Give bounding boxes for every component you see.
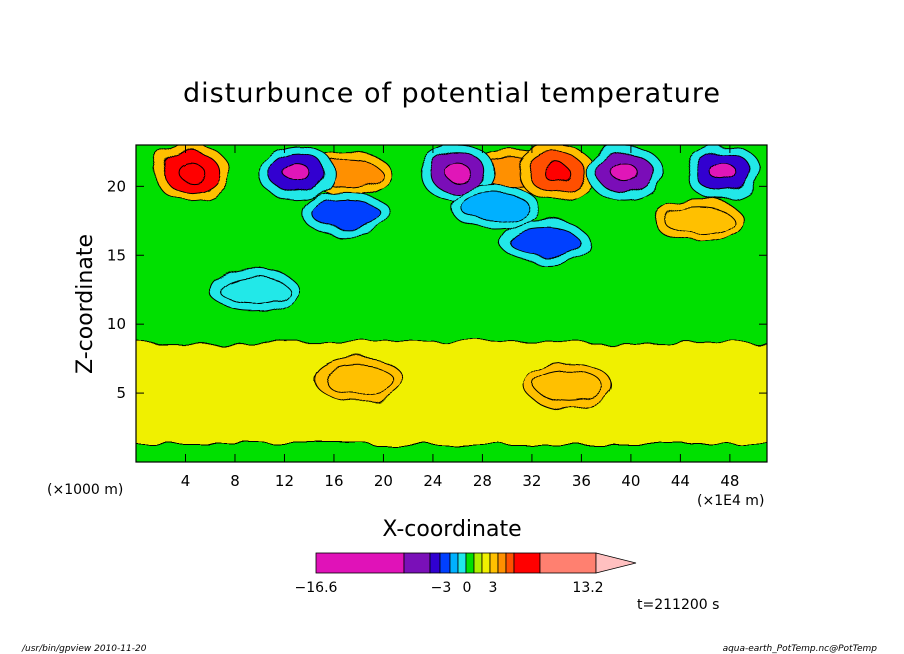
contour-feature: [419, 145, 497, 202]
colorbar-segment: [481, 552, 491, 574]
colorbar: [315, 552, 637, 574]
field-blob-peak: [611, 163, 638, 183]
plot-frame: [135, 144, 768, 463]
y-axis-unit: (×1000 m): [47, 482, 123, 498]
contour-feature: [314, 356, 404, 402]
contour-feature: [524, 363, 614, 409]
field-blob-peak: [710, 163, 737, 183]
contour-feature: [654, 198, 744, 244]
contour-feature: [450, 184, 540, 230]
colorbar-segment: [473, 552, 483, 574]
colorbar-segment: [539, 552, 597, 574]
field-blob-core: [324, 364, 394, 394]
x-tick-label: 16: [324, 472, 343, 490]
x-tick-label: 20: [374, 472, 393, 490]
colorbar-tick-label: 13.2: [572, 580, 603, 596]
y-axis-label: Z-coordinate: [73, 234, 98, 374]
y-tick-label: 20: [107, 177, 126, 195]
colorbar-segment: [457, 552, 467, 574]
x-tick-label: 36: [572, 472, 591, 490]
y-tick-label: 5: [116, 384, 126, 402]
x-axis: 4 8 12 16 20 24 28 32 36 40 44 48: [181, 145, 739, 490]
x-tick-label: 24: [423, 472, 442, 490]
time-label: t=211200 s: [637, 597, 719, 613]
contour-feature: [301, 191, 391, 237]
field-blob-peak: [178, 163, 205, 183]
contour-feature: [586, 145, 664, 202]
y-axis: 5 10 15 20: [107, 177, 767, 402]
field-blob-core: [534, 371, 604, 401]
colorbar-ticks: −16.6 −3 0 3 13.2: [295, 580, 604, 596]
contour-feature: [258, 145, 336, 202]
contour-feature: [209, 267, 299, 313]
y-tick-label: 10: [107, 315, 126, 333]
colorbar-segment: [403, 552, 431, 574]
colorbar-segment: [315, 552, 405, 574]
colorbar-segment: [505, 552, 515, 574]
contour-field: [136, 145, 767, 462]
x-tick-label: 28: [473, 472, 492, 490]
x-axis-label: X-coordinate: [382, 517, 521, 542]
field-blob-core: [664, 206, 734, 236]
field-band: [136, 341, 767, 445]
x-tick-label: 8: [230, 472, 240, 490]
colorbar-tick-label: 3: [489, 580, 498, 596]
field-blob-peak: [283, 163, 310, 183]
x-axis-unit: (×1E4 m): [697, 493, 764, 509]
contour-feature: [153, 145, 231, 202]
colorbar-segment: [429, 552, 441, 574]
colorbar-tick-label: −16.6: [295, 580, 338, 596]
x-tick-label: 48: [720, 472, 739, 490]
contour-feature: [518, 145, 596, 202]
x-tick-label: 4: [181, 472, 191, 490]
field-blob-peak: [444, 163, 471, 183]
x-tick-label: 44: [671, 472, 690, 490]
chart-title: disturbunce of potential temperature: [183, 78, 721, 109]
footer-left: /usr/bin/gpview 2010-11-20: [21, 644, 147, 654]
colorbar-tick-label: 0: [463, 580, 472, 596]
footer-right: aqua-earth_PotTemp.nc@PotTemp: [723, 644, 878, 654]
colorbar-segment: [489, 552, 499, 574]
contour-feature: [499, 218, 589, 264]
contour-feature: [136, 341, 767, 445]
field-blob-core: [460, 192, 530, 222]
field-blob-core: [311, 199, 381, 229]
contour-feature: [685, 145, 763, 202]
y-tick-label: 15: [107, 246, 126, 264]
colorbar-tick-label: −3: [431, 580, 452, 596]
colorbar-segment: [449, 552, 459, 574]
field-blob-peak: [543, 163, 570, 183]
field-blob-core: [509, 226, 579, 256]
colorbar-segment: [497, 552, 507, 574]
colorbar-segment: [465, 552, 475, 574]
x-tick-label: 32: [522, 472, 541, 490]
colorbar-segment: [513, 552, 541, 574]
colorbar-segment: [439, 552, 451, 574]
x-tick-label: 12: [275, 472, 294, 490]
x-tick-label: 40: [621, 472, 640, 490]
field-blob-core: [219, 275, 289, 305]
colorbar-arrow: [595, 552, 637, 574]
